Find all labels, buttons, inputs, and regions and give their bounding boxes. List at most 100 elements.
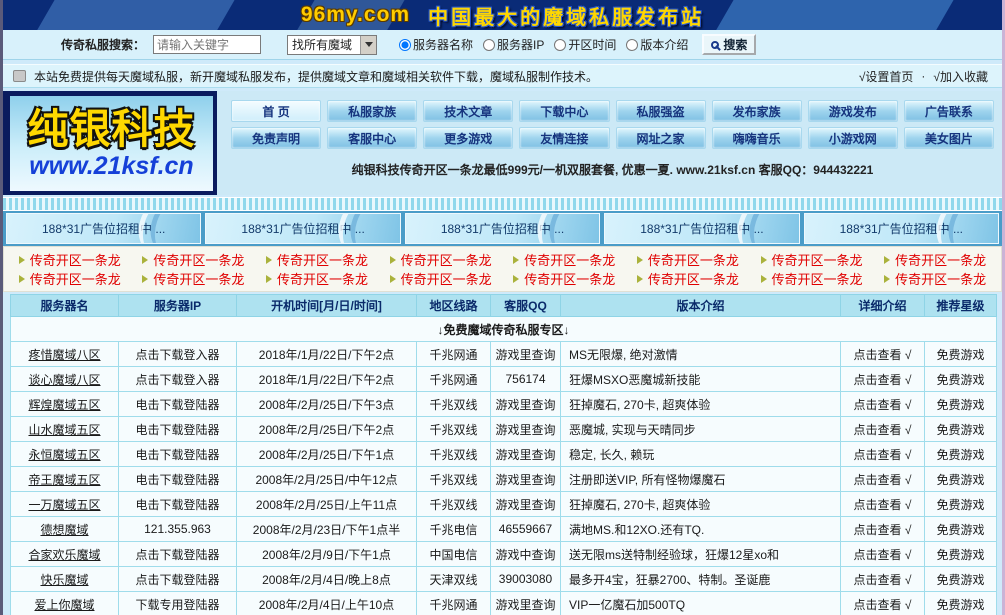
nav-button-16[interactable]: 美女图片 — [903, 127, 994, 149]
nav-button-2[interactable]: 私服家族 — [327, 100, 418, 122]
download-link[interactable]: 点击下载登入器 — [135, 347, 220, 362]
download-link[interactable]: 121.355.963 — [144, 522, 211, 536]
arrow-right-icon — [18, 274, 25, 283]
nav-button-9[interactable]: 免责声明 — [231, 127, 322, 149]
quick-link[interactable]: 传奇开区一条龙 — [379, 269, 503, 288]
open-time-cell: 2008年/2月/4日/晚上8点 — [236, 566, 417, 592]
quick-link[interactable]: 传奇开区一条龙 — [255, 269, 379, 288]
quick-link[interactable]: 传奇开区一条龙 — [379, 250, 503, 269]
service-qq-cell: 游戏里查询 — [490, 591, 561, 615]
ad-banner[interactable]: 188*31广告位招租中 ... — [404, 213, 601, 244]
nav-button-12[interactable]: 友情连接 — [519, 127, 610, 149]
ad-banner[interactable]: 188*31广告位招租中 ... — [803, 213, 1000, 244]
search-radio-option[interactable]: 开区时间 — [554, 36, 616, 53]
nav-button-11[interactable]: 更多游戏 — [423, 127, 514, 149]
quick-link[interactable]: 传奇开区一条龙 — [132, 250, 256, 269]
detail-link[interactable]: 点击查看 √ — [853, 547, 912, 562]
star-rating: 免费游戏 — [936, 572, 985, 587]
detail-link[interactable]: 点击查看 √ — [853, 597, 912, 612]
quick-link[interactable]: 传奇开区一条龙 — [873, 250, 997, 269]
detail-link[interactable]: 点击查看 √ — [853, 572, 912, 587]
quick-link[interactable]: 传奇开区一条龙 — [750, 269, 874, 288]
set-homepage-link[interactable]: √设置首页 — [858, 69, 914, 84]
download-link[interactable]: 下载专用登陆器 — [135, 597, 220, 612]
nav-button-8[interactable]: 广告联系 — [903, 100, 994, 122]
radio-3[interactable] — [554, 38, 567, 51]
detail-link[interactable]: 点击查看 √ — [853, 447, 912, 462]
radio-2[interactable] — [483, 38, 496, 51]
detail-link-cell: 点击查看 √ — [840, 591, 925, 615]
column-header: 地区线路 — [416, 294, 491, 317]
server-name[interactable]: 合家欢乐魔域 — [28, 547, 101, 562]
download-link[interactable]: 点击下载登入器 — [135, 372, 220, 387]
quick-link[interactable]: 传奇开区一条龙 — [626, 250, 750, 269]
server-name[interactable]: 疼惜魔域八区 — [28, 347, 101, 362]
logo[interactable]: 纯银科技 www.21ksf.cn — [3, 91, 217, 195]
version-intro-cell: 稳定, 长久, 赖玩 — [560, 441, 841, 467]
download-link[interactable]: 电击下载登陆器 — [135, 447, 220, 462]
server-name[interactable]: 德想魔域 — [40, 522, 89, 537]
quick-link[interactable]: 传奇开区一条龙 — [255, 250, 379, 269]
nav-button-4[interactable]: 下载中心 — [519, 100, 610, 122]
ad-banner[interactable]: 188*31广告位招租中 ... — [205, 213, 401, 244]
detail-link[interactable]: 点击查看 √ — [853, 397, 912, 412]
quick-link[interactable]: 传奇开区一条龙 — [873, 269, 997, 288]
chevron-down-icon[interactable] — [360, 35, 377, 54]
detail-link[interactable]: 点击查看 √ — [853, 497, 912, 512]
add-favorite-link[interactable]: √加入收藏 — [933, 69, 988, 84]
quick-link[interactable]: 传奇开区一条龙 — [132, 269, 256, 288]
server-name[interactable]: 爱上你魔域 — [34, 597, 95, 612]
quick-link[interactable]: 传奇开区一条龙 — [503, 269, 627, 288]
ad-banner-row: 188*31广告位招租中 ... 188*31广告位招租中 ... 188*31广告… — [3, 211, 1002, 246]
nav-button-6[interactable]: 发布家族 — [711, 100, 802, 122]
nav-button-10[interactable]: 客服中心 — [327, 127, 418, 149]
service-qq: 游戏里查询 — [495, 422, 556, 437]
nav-button-5[interactable]: 私服强盗 — [615, 100, 706, 122]
search-scope-select[interactable]: 找所有魔域 — [287, 34, 378, 55]
server-name[interactable]: 一万魔域五区 — [28, 497, 101, 512]
server-name[interactable]: 辉煌魔域五区 — [28, 397, 101, 412]
search-radio-option[interactable]: 版本介绍 — [626, 36, 688, 53]
detail-link[interactable]: 点击查看 √ — [853, 372, 912, 387]
promo-text: 纯银科技传奇开区一条龙最低999元/一机双服套餐, 优惠一夏. www.21ks… — [351, 163, 874, 177]
server-name[interactable]: 快乐魔域 — [40, 572, 89, 587]
detail-link[interactable]: 点击查看 √ — [853, 522, 912, 537]
server-name[interactable]: 谈心魔域八区 — [28, 372, 101, 387]
search-radio-option[interactable]: 服务器IP — [483, 36, 544, 53]
detail-link[interactable]: 点击查看 √ — [853, 347, 912, 362]
download-link[interactable]: 电击下载登陆器 — [135, 397, 220, 412]
server-name[interactable]: 永恒魔域五区 — [28, 447, 101, 462]
ad-banner[interactable]: 188*31广告位招租中 ... — [6, 213, 202, 244]
quick-link[interactable]: 传奇开区一条龙 — [8, 269, 132, 288]
nav-button-1[interactable]: 首 页 — [231, 100, 322, 122]
service-qq-cell: 游戏里查询 — [490, 341, 561, 367]
search-button[interactable]: 搜索 — [702, 34, 757, 55]
search-input[interactable] — [153, 35, 262, 54]
download-link[interactable]: 点击下载登陆器 — [135, 572, 220, 587]
search-radio-option[interactable]: 服务器名称 — [399, 36, 473, 53]
download-link[interactable]: 电击下载登陆器 — [135, 472, 220, 487]
quick-link[interactable]: 传奇开区一条龙 — [626, 269, 750, 288]
detail-link[interactable]: 点击查看 √ — [853, 472, 912, 487]
nav-button-3[interactable]: 技术文章 — [423, 100, 514, 122]
quick-link[interactable]: 传奇开区一条龙 — [750, 250, 874, 269]
nav-button-14[interactable]: 嗨嗨音乐 — [711, 127, 802, 149]
quick-link[interactable]: 传奇开区一条龙 — [503, 250, 627, 269]
detail-link[interactable]: 点击查看 √ — [853, 422, 912, 437]
download-link[interactable]: 电击下载登陆器 — [135, 497, 220, 512]
download-link-cell: 电击下载登陆器 — [118, 466, 237, 492]
server-name[interactable]: 帝王魔域五区 — [28, 472, 101, 487]
download-link[interactable]: 电击下载登陆器 — [135, 422, 220, 437]
nav-button-13[interactable]: 网址之家 — [615, 127, 706, 149]
star-rating: 免费游戏 — [936, 422, 985, 437]
arrow-right-icon — [884, 274, 891, 283]
server-name[interactable]: 山水魔域五区 — [28, 422, 101, 437]
radio-1[interactable] — [399, 38, 412, 51]
download-link[interactable]: 点击下载登陆器 — [135, 547, 220, 562]
nav-button-15[interactable]: 小游戏网 — [807, 127, 898, 149]
ad-banner[interactable]: 188*31广告位招租中 ... — [604, 213, 800, 244]
star-rating-cell: 免费游戏 — [924, 516, 997, 542]
nav-button-7[interactable]: 游戏发布 — [807, 100, 898, 122]
quick-link[interactable]: 传奇开区一条龙 — [8, 250, 132, 269]
radio-4[interactable] — [626, 38, 639, 51]
